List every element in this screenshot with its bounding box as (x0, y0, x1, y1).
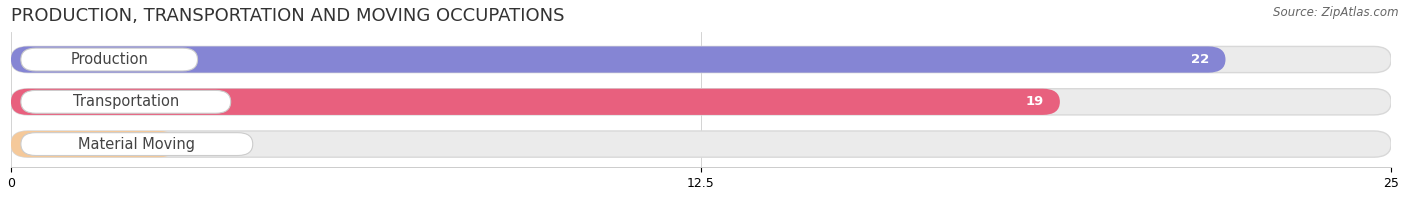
Text: PRODUCTION, TRANSPORTATION AND MOVING OCCUPATIONS: PRODUCTION, TRANSPORTATION AND MOVING OC… (11, 7, 564, 25)
Text: 3: 3 (150, 138, 160, 151)
FancyBboxPatch shape (11, 131, 177, 157)
FancyBboxPatch shape (21, 133, 253, 155)
Text: Material Moving: Material Moving (79, 137, 195, 151)
FancyBboxPatch shape (11, 46, 1391, 73)
FancyBboxPatch shape (21, 90, 231, 113)
FancyBboxPatch shape (11, 89, 1060, 115)
Text: Source: ZipAtlas.com: Source: ZipAtlas.com (1274, 6, 1399, 19)
FancyBboxPatch shape (11, 89, 1391, 115)
FancyBboxPatch shape (21, 48, 198, 71)
Text: Transportation: Transportation (73, 94, 179, 109)
Text: Production: Production (70, 52, 148, 67)
Text: 22: 22 (1191, 53, 1209, 66)
FancyBboxPatch shape (11, 46, 1226, 73)
FancyBboxPatch shape (11, 131, 1391, 157)
Text: 19: 19 (1025, 95, 1043, 108)
